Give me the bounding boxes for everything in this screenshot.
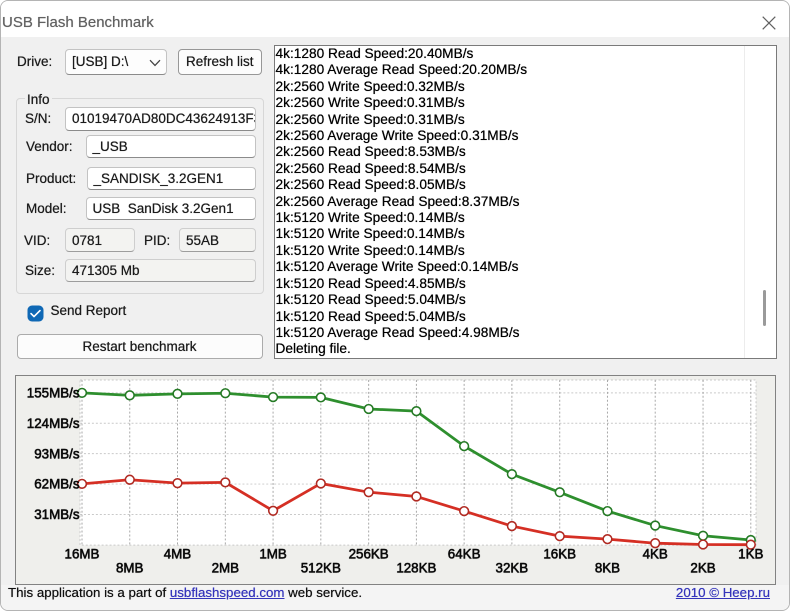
svg-text:2MB: 2MB bbox=[211, 560, 239, 575]
svg-text:64KB: 64KB bbox=[447, 546, 480, 561]
svg-text:8KB: 8KB bbox=[594, 560, 619, 575]
svg-text:93MB/s: 93MB/s bbox=[34, 446, 80, 461]
svg-text:1KB: 1KB bbox=[738, 546, 763, 561]
svg-text:1MB: 1MB bbox=[259, 546, 287, 561]
svg-text:128KB: 128KB bbox=[396, 560, 436, 575]
svg-text:512KB: 512KB bbox=[300, 560, 340, 575]
svg-text:62MB/s: 62MB/s bbox=[34, 476, 80, 491]
svg-text:256KB: 256KB bbox=[348, 546, 388, 561]
svg-text:32KB: 32KB bbox=[495, 560, 528, 575]
svg-text:16KB: 16KB bbox=[543, 546, 576, 561]
svg-text:2KB: 2KB bbox=[690, 560, 715, 575]
svg-text:31MB/s: 31MB/s bbox=[34, 507, 80, 522]
svg-text:124MB/s: 124MB/s bbox=[26, 415, 79, 430]
svg-text:16MB: 16MB bbox=[64, 546, 99, 561]
svg-text:155MB/s: 155MB/s bbox=[26, 385, 79, 400]
svg-text:4MB: 4MB bbox=[163, 546, 191, 561]
svg-text:4KB: 4KB bbox=[642, 546, 667, 561]
svg-text:8MB: 8MB bbox=[116, 560, 144, 575]
